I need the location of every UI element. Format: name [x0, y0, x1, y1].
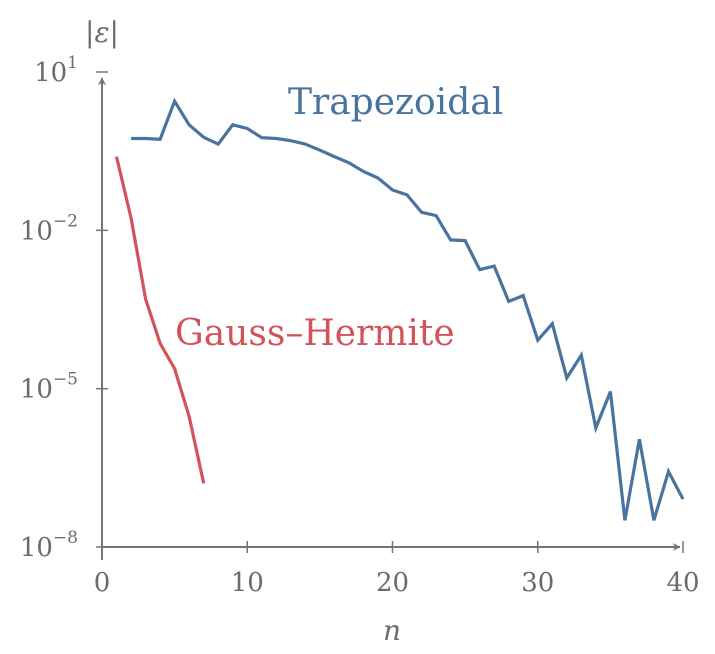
- x-ticks: 0 10 20 30 40: [94, 541, 700, 598]
- axes: [98, 77, 681, 560]
- x-tick-label: 0: [94, 568, 111, 598]
- x-tick-label: 10: [231, 568, 264, 598]
- y-tick-label: 101: [34, 53, 78, 88]
- series-line-gauss-hermite: [114, 156, 206, 484]
- series-layer: [114, 97, 685, 521]
- y-ticks: 101 10−2 10−5 10−8: [20, 53, 108, 563]
- y-tick-label: 10−8: [20, 528, 78, 563]
- series-line-trapezoidal: [131, 97, 685, 521]
- series-label-gauss-hermite: Gauss–Hermite: [175, 313, 455, 354]
- x-tick-label: 20: [376, 568, 409, 598]
- y-tick-label: 10−2: [20, 211, 78, 246]
- series-label-trapezoidal: Trapezoidal: [288, 82, 503, 123]
- x-tick-label: 30: [521, 568, 554, 598]
- y-tick-label: 10−5: [20, 370, 78, 405]
- x-tick-label: 40: [666, 568, 699, 598]
- y-axis-label: |ε|: [85, 16, 119, 49]
- x-axis-label: n: [383, 614, 401, 647]
